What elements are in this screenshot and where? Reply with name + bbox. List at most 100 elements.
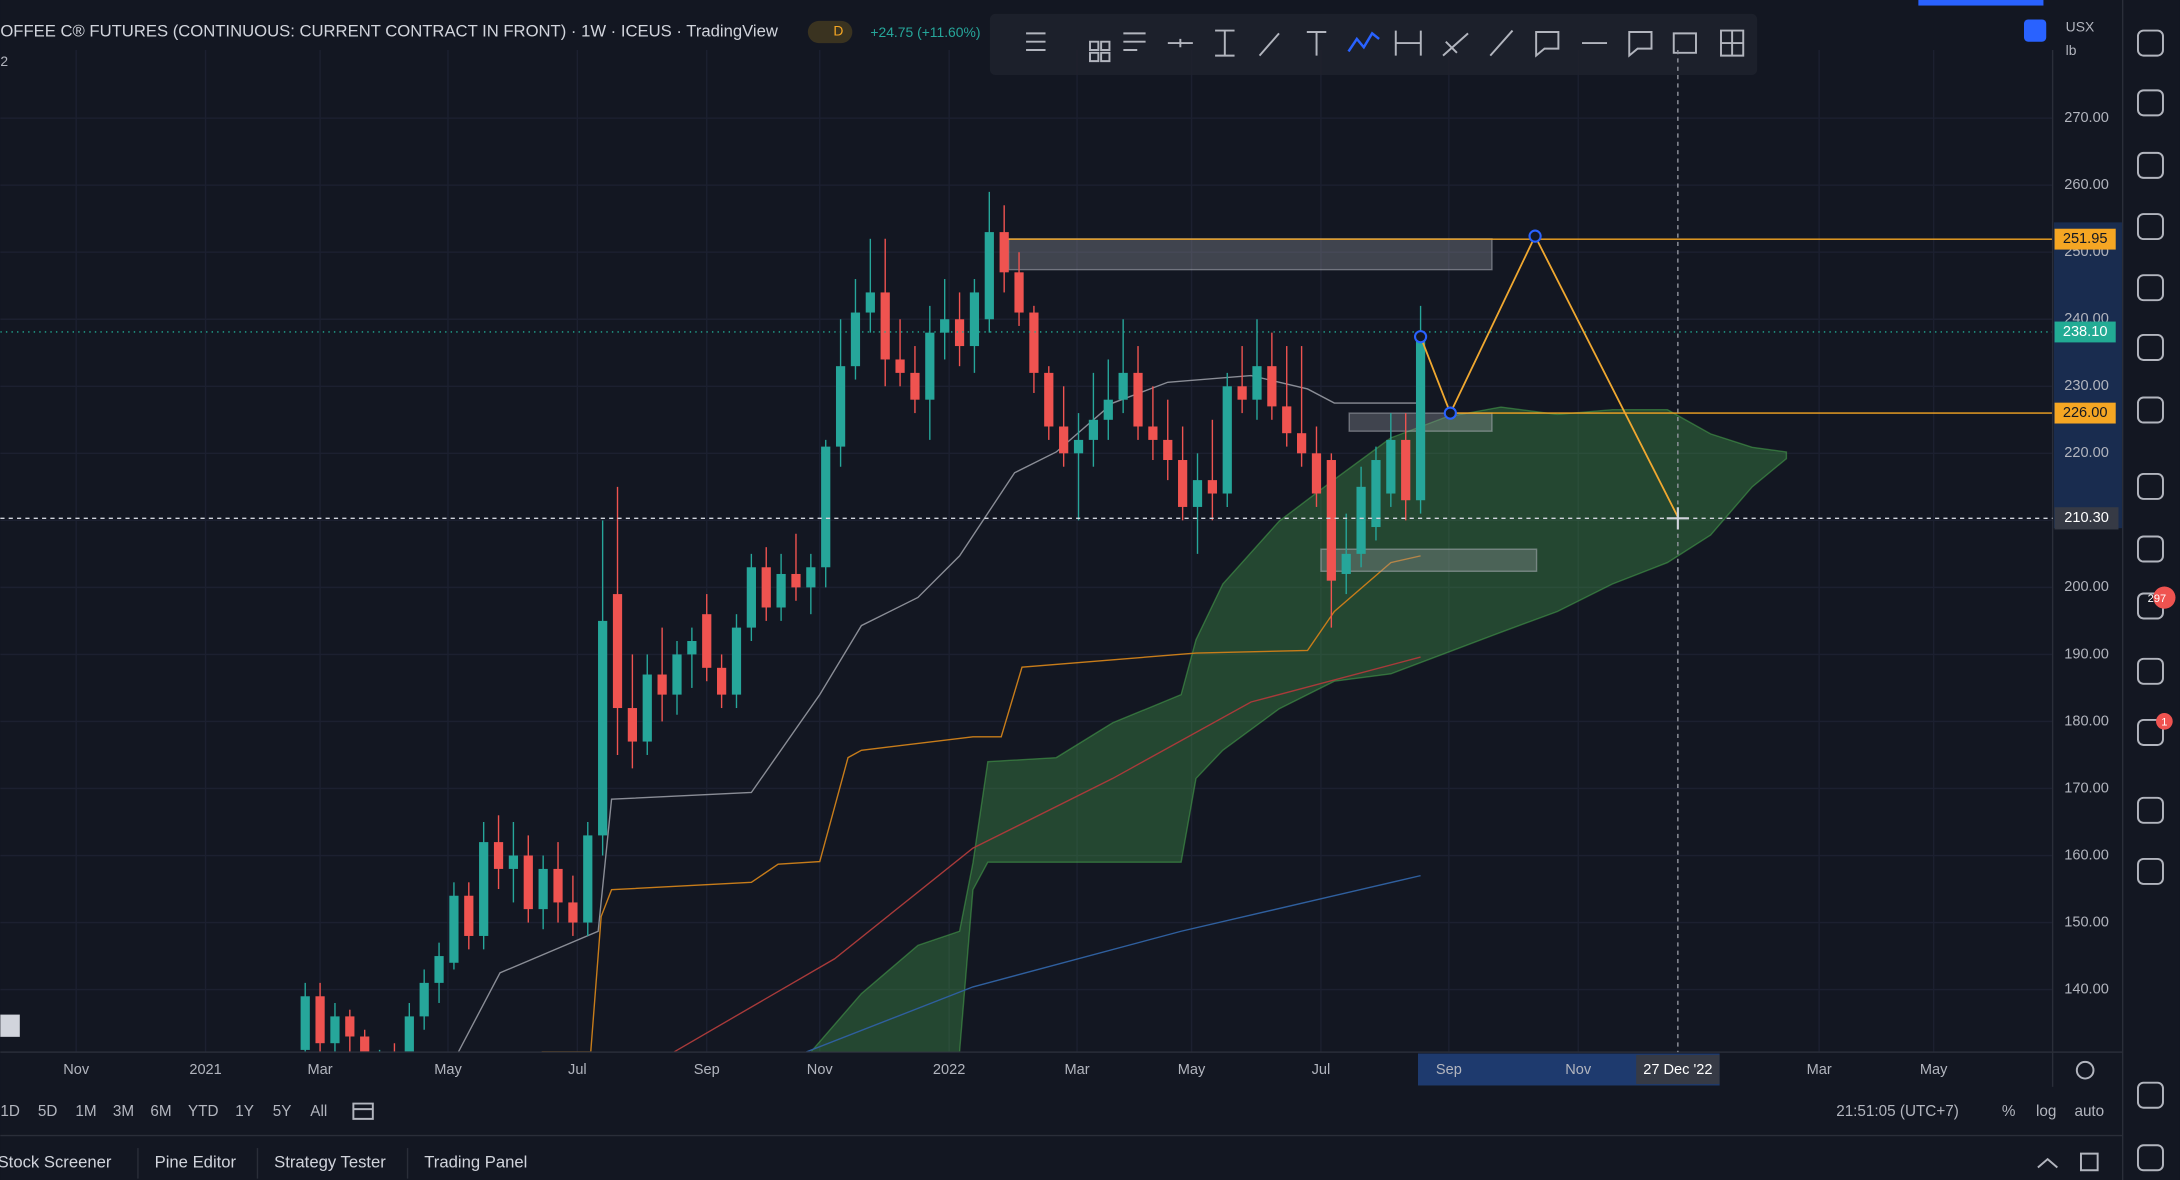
indicator-line (541, 555, 1421, 1053)
sidebar-icon[interactable] (2136, 274, 2164, 302)
range-button[interactable]: 5Y (273, 1103, 292, 1120)
badge (807, 20, 853, 44)
candle-body (717, 667, 727, 695)
range-button[interactable]: YTD (188, 1103, 219, 1120)
bottom-tab[interactable]: Pine Editor (155, 1153, 237, 1172)
range-button[interactable]: 5D (38, 1103, 58, 1120)
candle-body (1059, 426, 1069, 454)
y-tick-label: 200.00 (2064, 579, 2109, 595)
candle-body (865, 292, 875, 313)
tool-measure[interactable] (1394, 30, 1422, 56)
sidebar-icon[interactable] (2136, 718, 2164, 746)
sidebar-icons (2136, 29, 2164, 1172)
date-range-button[interactable] (352, 1102, 374, 1120)
sidebar-icon[interactable] (2136, 213, 2164, 241)
candle-body (702, 614, 712, 668)
candle-body (776, 573, 786, 608)
tool-callout[interactable] (1535, 30, 1560, 58)
sidebar-icon[interactable] (2136, 89, 2164, 117)
sidebar-badge: 1 (2161, 717, 2167, 729)
y-tick-label: 220.00 (2064, 445, 2109, 461)
x-tick-label: Sep (694, 1062, 720, 1078)
candle-body (1252, 366, 1262, 400)
sync-button[interactable] (2023, 19, 2047, 42)
axis-settings[interactable] (2075, 1060, 2095, 1080)
candle-body (642, 674, 652, 742)
currency[interactable]: USX (2066, 18, 2095, 34)
range-button[interactable]: 3M (113, 1103, 134, 1120)
tool-pattern[interactable] (1347, 31, 1380, 53)
tool-rect[interactable] (1672, 32, 1697, 54)
tool-text[interactable] (1306, 30, 1327, 56)
sidebar-icon[interactable] (2136, 333, 2164, 361)
range-button[interactable]: 6M (150, 1103, 171, 1120)
candle-body (791, 573, 801, 588)
zone-box (1320, 548, 1538, 572)
sidebar-icon[interactable] (2136, 29, 2164, 57)
badge-dot (2153, 586, 2176, 609)
tool-trendline[interactable] (1489, 29, 1514, 57)
candle-body (1341, 553, 1351, 574)
x-tick-label: Mar (1807, 1062, 1832, 1078)
tool-text-cursor[interactable] (1215, 29, 1235, 57)
scale-option[interactable]: log (2036, 1103, 2056, 1120)
tool-settings[interactable] (1123, 32, 1146, 52)
y-tick-label: 190.00 (2064, 646, 2109, 662)
candle-body (464, 895, 474, 936)
tool-brush[interactable] (1258, 32, 1280, 57)
bottom-tab[interactable]: Strategy Tester (274, 1153, 386, 1172)
sidebar-icon[interactable] (2136, 657, 2164, 685)
candle-body (672, 654, 682, 695)
sidebar-icon[interactable] (2136, 151, 2164, 179)
pattern-point (1528, 229, 1542, 243)
candle-body (940, 319, 950, 333)
tool-fib[interactable] (1442, 32, 1469, 57)
sidebar-icon[interactable] (2136, 472, 2164, 500)
sidebar-icon[interactable] (2136, 796, 2164, 824)
tool-menu[interactable] (1026, 32, 1046, 52)
x-tick-label: 2021 (189, 1062, 221, 1078)
panel-controls[interactable] (2037, 1152, 2099, 1172)
x-tick-label: Nov (807, 1062, 834, 1078)
crosshair-price-label: 210.30 (2064, 510, 2109, 526)
indicator-count: 2 (0, 53, 8, 69)
candle-body (1296, 433, 1307, 454)
sidebar-icon[interactable] (2136, 396, 2164, 424)
scale-option[interactable]: auto (2074, 1103, 2104, 1120)
zone-box (1007, 238, 1493, 271)
tool-templates[interactable] (1089, 40, 1111, 63)
price-tag: 226.00 (2063, 405, 2108, 421)
candle-body (657, 674, 667, 695)
unit[interactable]: lb (2066, 42, 2077, 58)
bottom-tab[interactable]: Trading Panel (424, 1153, 527, 1172)
bottom-tab[interactable]: Stock Screener (0, 1153, 112, 1172)
badge-dot (2156, 713, 2173, 730)
range-button[interactable]: 1M (75, 1103, 96, 1120)
tool-note[interactable] (1628, 30, 1653, 58)
candle-body (910, 372, 920, 400)
range-button[interactable]: 1D (0, 1103, 20, 1120)
x-tick-label: Nov (63, 1062, 90, 1078)
sidebar-icon[interactable] (2136, 857, 2164, 885)
candle-body (1029, 312, 1039, 373)
scale-option[interactable]: % (2002, 1103, 2016, 1120)
sidebar-icon[interactable] (2136, 535, 2164, 563)
range-button[interactable]: 1Y (235, 1103, 254, 1120)
range-button[interactable]: All (310, 1103, 327, 1120)
candle-body (598, 620, 608, 836)
x-tick-label: May (1920, 1062, 1948, 1078)
candle-body (627, 708, 637, 742)
tool-hline[interactable] (1167, 38, 1193, 48)
candle-body (731, 627, 742, 695)
candle-body (1014, 272, 1024, 313)
sidebar-icon[interactable] (2136, 1144, 2164, 1172)
tool-grid[interactable] (1720, 29, 1745, 57)
sidebar-icon[interactable] (2136, 1081, 2164, 1109)
ichimoku-cloud (809, 406, 1788, 1053)
candle-body (345, 1016, 355, 1037)
x-tick-label: Nov (1565, 1062, 1592, 1078)
x-tick-label: Sep (1436, 1062, 1462, 1078)
candle-body (1401, 439, 1411, 501)
candle-body (612, 594, 623, 709)
